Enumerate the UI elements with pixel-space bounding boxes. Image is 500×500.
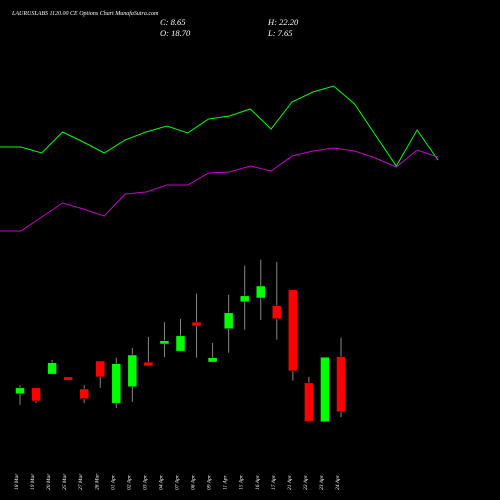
- candle-body: [31, 387, 41, 402]
- x-tick-label: 18 Mar: [14, 473, 20, 490]
- x-tick-label: 25 Mar: [62, 473, 68, 490]
- x-tick-label: 23 Apr: [319, 474, 325, 490]
- x-tick-label: 15 Apr: [239, 474, 245, 490]
- x-tick-label: 07 Apr: [175, 474, 181, 490]
- candle-body: [143, 361, 154, 367]
- indicator-line: [0, 85, 439, 167]
- x-tick-label: 28 Mar: [94, 473, 100, 490]
- candle-body: [159, 340, 170, 345]
- x-tick-label: 03 Apr: [142, 474, 148, 490]
- x-tick-label: 17 Apr: [271, 474, 277, 490]
- x-tick-label: 04 Apr: [157, 474, 164, 490]
- candle-body: [304, 382, 314, 422]
- candle-body: [207, 357, 218, 363]
- x-tick-label: 21 Apr: [287, 474, 293, 490]
- low-stat: L: 7.65: [267, 28, 293, 38]
- candle-body: [191, 321, 202, 327]
- candle-body: [320, 356, 330, 423]
- x-tick-label: 08 Apr: [191, 474, 197, 490]
- candle-body: [15, 387, 25, 395]
- x-tick-label: 22 Apr: [303, 474, 309, 490]
- candle-body: [336, 356, 346, 412]
- candle-body: [239, 295, 250, 303]
- candle-body: [288, 289, 298, 372]
- close-stat: C: 8.65: [160, 17, 186, 27]
- candle-body: [111, 363, 122, 404]
- high-stat: H: 22.20: [267, 17, 299, 27]
- open-stat: O: 18.70: [160, 28, 191, 38]
- x-tick-label: 01 Apr: [110, 474, 116, 490]
- candle-body: [272, 305, 282, 320]
- candle-body: [127, 354, 138, 387]
- candle-body: [256, 285, 266, 299]
- candle-body: [95, 360, 105, 378]
- candle-body: [63, 376, 73, 381]
- x-tick-label: 11 Apr: [223, 475, 229, 490]
- x-tick-label: 20 Mar: [46, 473, 52, 490]
- chart-title: LAURUSLABS 1120.00 CE Options Chart Muna…: [11, 10, 159, 17]
- x-tick-label: 24 Apr: [334, 474, 341, 490]
- indicator-line: [0, 147, 439, 232]
- x-tick-label: 09 Apr: [207, 474, 213, 490]
- x-tick-label: 27 Mar: [78, 473, 84, 490]
- x-tick-label: 02 Apr: [126, 474, 132, 490]
- candle-body: [223, 312, 234, 329]
- x-tick-label: 19 Mar: [30, 473, 36, 490]
- candle-body: [47, 362, 57, 375]
- x-tick-label: 16 Apr: [255, 474, 261, 490]
- candle-body: [175, 335, 186, 352]
- candle-body: [79, 388, 89, 400]
